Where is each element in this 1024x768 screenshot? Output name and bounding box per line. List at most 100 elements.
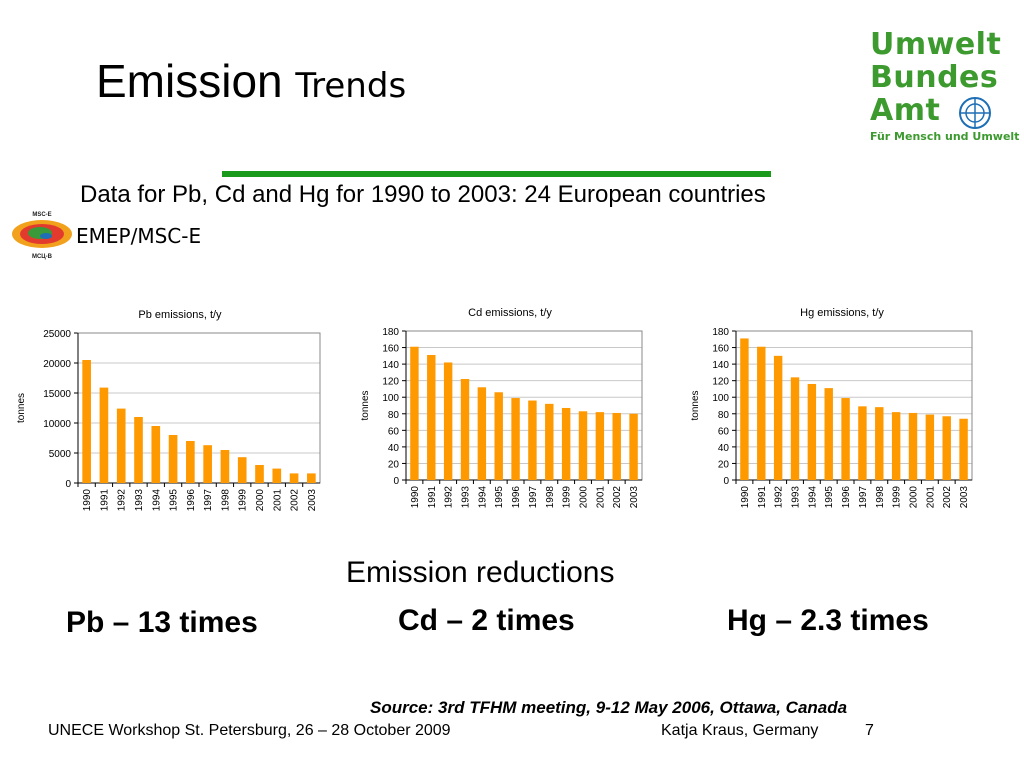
msce-logo-text-bottom: МСЦ-В [32, 254, 53, 260]
y-axis-label: tonnes [690, 390, 701, 420]
x-tick-label: 1997 [203, 489, 214, 512]
reduction-pb: Pb – 13 times [66, 606, 258, 639]
bar [220, 450, 230, 483]
bar [494, 392, 503, 480]
footer-author: Katja Kraus, Germany [661, 722, 819, 739]
bar [942, 416, 951, 480]
x-tick-label: 2001 [272, 489, 283, 512]
y-tick-label: 10000 [43, 419, 71, 430]
y-tick-label: 160 [712, 344, 729, 355]
pb-emissions-chart: Pb emissions, t/y 0 5000 10000 15000 20000 250… [16, 309, 321, 512]
bar [629, 413, 638, 480]
x-tick-label: 1998 [875, 486, 886, 509]
un-emblem-icon [959, 97, 991, 129]
y-tick-label: 180 [712, 327, 729, 338]
x-tick-label: 2003 [959, 486, 970, 509]
x-tick-label: 1995 [169, 489, 180, 512]
bar [99, 387, 109, 483]
bar [908, 412, 918, 480]
x-tick-label: 1995 [824, 486, 835, 509]
x-tick-label: 1992 [444, 486, 455, 509]
bar [790, 377, 800, 480]
y-tick-label: 20000 [43, 359, 71, 370]
slide-title: Emission Trends [96, 58, 406, 104]
x-tick-label: 1993 [791, 486, 802, 509]
y-tick-label: 120 [382, 377, 399, 388]
x-tick-label: 1994 [151, 489, 162, 512]
x-tick-label: 1997 [528, 486, 539, 509]
bar [116, 408, 126, 483]
x-tick-label: 2001 [925, 486, 936, 509]
bar [891, 412, 901, 480]
reductions-heading: Emission reductions [346, 556, 615, 589]
x-tick-label: 1992 [774, 486, 785, 509]
x-tick-label: 2003 [629, 486, 640, 509]
y-tick-label: 40 [718, 443, 730, 454]
y-tick-label: 140 [712, 360, 729, 371]
y-tick-label: 60 [718, 426, 730, 437]
x-tick-label: 1991 [99, 489, 110, 512]
title-part2: Trends [295, 66, 407, 106]
y-tick-label: 160 [382, 344, 399, 355]
chart-title: Pb emissions, t/y [138, 309, 222, 321]
y-tick-label: 0 [393, 476, 399, 487]
x-tick-label: 1996 [511, 486, 522, 509]
bar [612, 412, 621, 480]
bar [168, 435, 178, 483]
y-tick-label: 60 [388, 426, 400, 437]
x-tick-label: 1998 [220, 489, 231, 512]
msce-logo-text-top: MSC-E [32, 212, 51, 218]
bar [740, 338, 749, 480]
reduction-hg: Hg – 2.3 times [727, 604, 929, 637]
y-tick-label: 80 [718, 410, 730, 421]
x-tick-label: 2000 [579, 486, 590, 509]
y-tick-label: 180 [382, 327, 399, 338]
y-tick-label: 20 [718, 459, 730, 470]
uba-logo-line3: Amt [870, 93, 941, 128]
y-tick-label: 5000 [49, 449, 72, 460]
bar [443, 362, 453, 480]
x-tick-label: 1991 [427, 486, 438, 509]
bar [925, 414, 935, 480]
y-tick-label: 140 [382, 360, 399, 371]
y-tick-label: 20 [388, 459, 400, 470]
y-tick-label: 40 [388, 443, 400, 454]
bar [272, 468, 282, 483]
x-tick-label: 1993 [461, 486, 472, 509]
x-tick-label: 1990 [82, 489, 93, 512]
y-tick-label: 100 [382, 393, 399, 404]
bar [460, 379, 470, 480]
bar [528, 400, 537, 480]
x-tick-label: 1990 [740, 486, 751, 509]
bar [561, 407, 571, 480]
chart-title: Cd emissions, t/y [468, 307, 552, 319]
plot-area [735, 330, 973, 481]
bar [757, 346, 766, 480]
y-tick-label: 0 [65, 479, 71, 490]
cd-emissions-chart: Cd emissions, t/y 0 20 40 60 80 100 120 140 160 18… [360, 307, 643, 509]
bar [134, 417, 143, 483]
uba-logo: Umwelt Bundes Amt Für Mensch und Umwelt [866, 27, 1019, 148]
x-tick-label: 2002 [942, 486, 953, 509]
bar [858, 406, 867, 480]
bar [545, 403, 554, 480]
x-tick-label: 1999 [238, 489, 249, 512]
bar [824, 388, 833, 480]
x-tick-label: 1999 [562, 486, 573, 509]
source-note: Source: 3rd TFHM meeting, 9-12 May 2006,… [370, 698, 848, 717]
x-tick-label: 2000 [255, 489, 266, 512]
uba-logo-line1: Umwelt [870, 27, 1002, 62]
bar [807, 383, 817, 480]
x-tick-label: 1997 [858, 486, 869, 509]
bar [289, 473, 299, 483]
x-tick-label: 2001 [595, 486, 606, 509]
bar [511, 398, 520, 480]
x-tick-label: 2000 [909, 486, 920, 509]
hg-emissions-chart: Hg emissions, t/y 0 20 40 60 80 100 120 140 160 18… [690, 307, 973, 509]
x-tick-label: 1998 [545, 486, 556, 509]
x-tick-label: 1992 [117, 489, 128, 512]
reduction-cd: Cd – 2 times [398, 604, 575, 637]
bar [959, 418, 968, 480]
footer-event: UNECE Workshop St. Petersburg, 26 – 28 O… [48, 722, 451, 739]
title-underline [222, 171, 771, 177]
